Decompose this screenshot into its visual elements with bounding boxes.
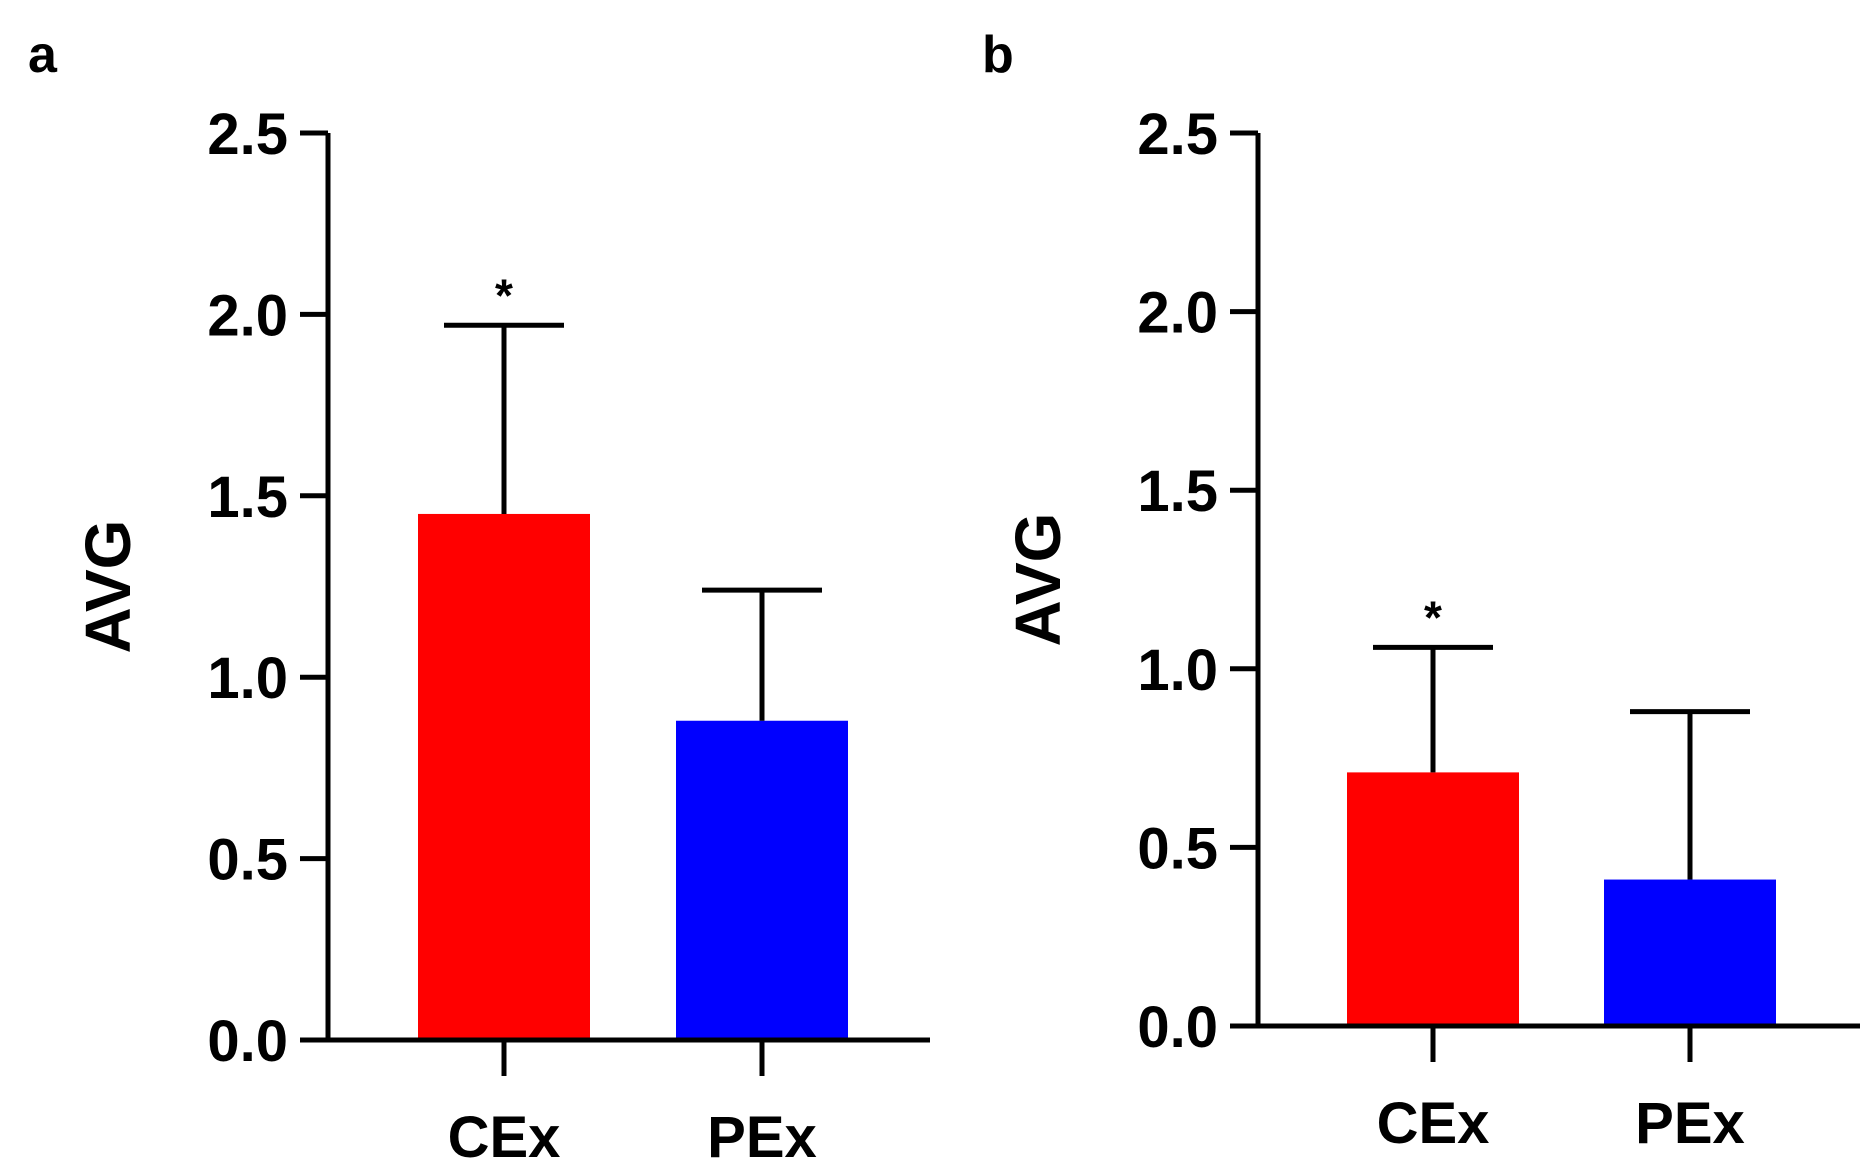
y-tick-label: 0.5: [1137, 816, 1218, 881]
y-tick-label: 1.0: [207, 646, 288, 711]
x-tick-label-pex: PEx: [707, 1105, 817, 1170]
bar-pex: [1604, 879, 1776, 1026]
bar-cex: [1347, 772, 1519, 1026]
y-axis-title: AVG: [1002, 513, 1074, 647]
y-tick-label: 0.0: [207, 1009, 288, 1074]
panel-label: a: [28, 26, 58, 84]
bar-pex: [676, 720, 848, 1040]
y-tick-label: 2.0: [1137, 281, 1218, 346]
chart-panel-b: b AVG * 0.0 0.5 1.0 1.5 2.0 2.5 CEx PEx: [982, 26, 1860, 1156]
significance-mark: *: [1424, 591, 1442, 643]
y-axis-title: AVG: [72, 520, 144, 654]
bar-cex: [418, 513, 590, 1040]
y-tick-label: 0.0: [1137, 995, 1218, 1060]
y-tick-label: 2.5: [1137, 102, 1218, 167]
y-tick-label: 1.5: [1137, 459, 1218, 524]
x-tick-label-pex: PEx: [1635, 1091, 1745, 1156]
y-tick-label: 1.0: [1137, 638, 1218, 703]
x-tick-label-cex: CEx: [448, 1105, 561, 1170]
y-tick-label: 1.5: [207, 465, 288, 530]
panel-label: b: [982, 26, 1014, 84]
x-tick-label-cex: CEx: [1377, 1091, 1490, 1156]
significance-mark: *: [495, 269, 513, 321]
y-tick-label: 2.0: [207, 283, 288, 348]
y-tick-label: 0.5: [207, 828, 288, 893]
chart-panel-a: a AVG * 0.0 0.5 1.0 1.5 2.0 2.5 CEx PEx: [28, 26, 930, 1170]
y-tick-label: 2.5: [207, 102, 288, 167]
